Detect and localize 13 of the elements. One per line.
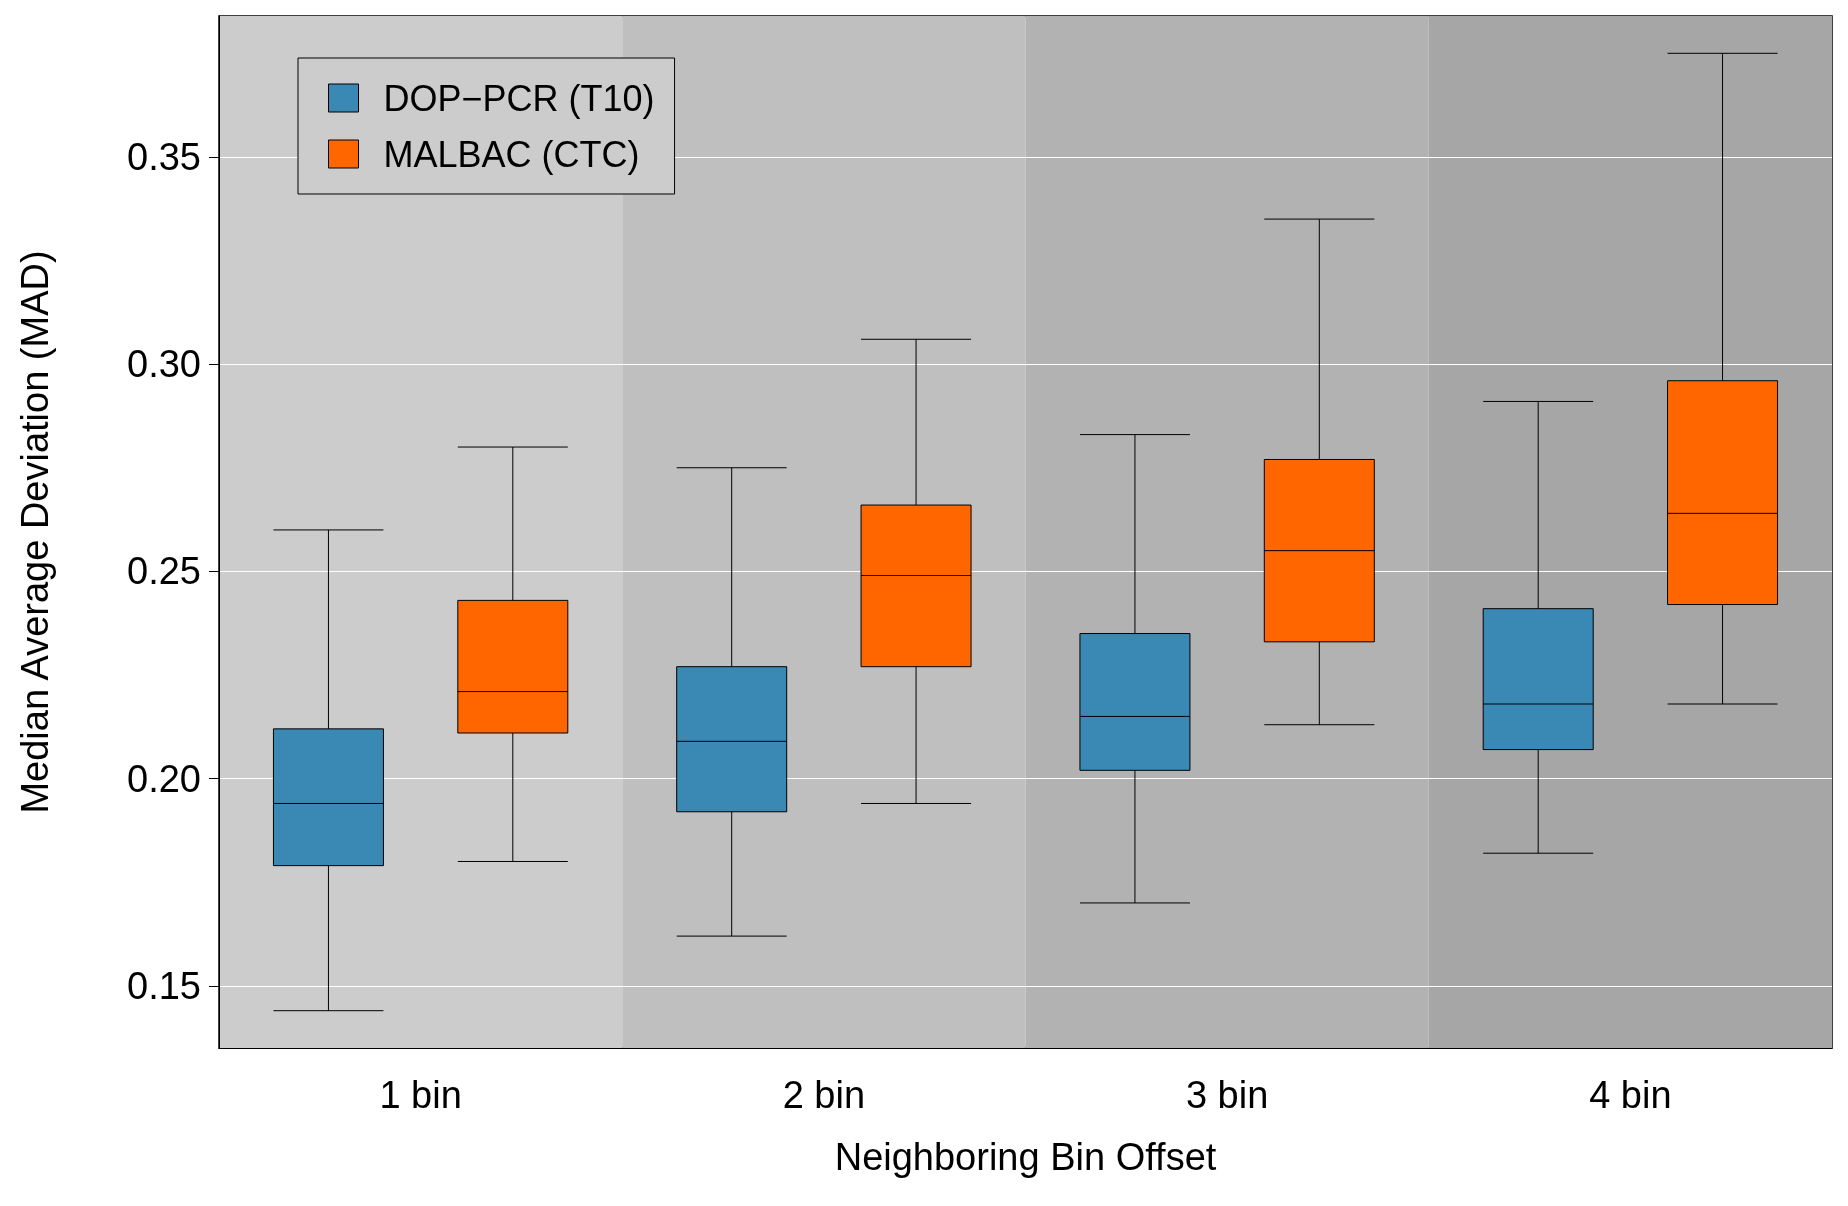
legend-label: MALBAC (CTC) [383,133,640,175]
y-tick-label: 0.20 [127,757,201,800]
legend-label: DOP−PCR (T10) [383,77,655,119]
x-axis-title: Neighboring Bin Offset [834,1136,1217,1178]
y-tick-label: 0.35 [127,135,201,178]
x-tick-label: 2 bin [782,1074,866,1116]
x-tick-label: 1 bin [379,1074,462,1116]
y-tick-label: 0.25 [127,550,201,593]
y-tick-label: 0.15 [127,964,201,1007]
x-tick-label: 3 bin [1185,1074,1269,1116]
y-tick-label: 0.30 [127,343,201,386]
x-tick-label: 4 bin [1589,1074,1672,1116]
y-axis-title: Median Average Deviation (MAD) [14,250,56,814]
